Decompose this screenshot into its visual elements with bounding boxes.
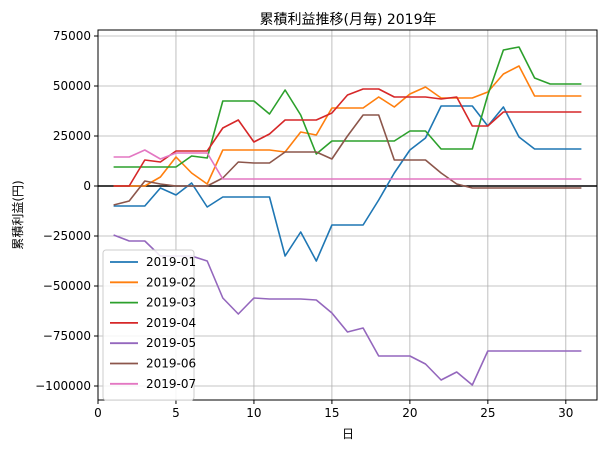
y-tick-label: 25000 (53, 129, 91, 143)
x-tick-label: 15 (324, 406, 339, 420)
legend-entry: 2019-06 (146, 357, 196, 371)
x-tick-label: 5 (172, 406, 180, 420)
y-tick-label: −25000 (43, 229, 91, 243)
x-tick-label: 30 (558, 406, 573, 420)
legend-entry: 2019-04 (146, 316, 196, 330)
legend-entry: 2019-05 (146, 336, 196, 350)
x-axis-ticks: 0 5 10 15 20 25 30 (94, 400, 573, 420)
series-line-2019-04 (113, 88, 582, 187)
legend-entry: 2019-07 (146, 377, 196, 391)
x-tick-label: 0 (94, 406, 102, 420)
y-tick-label: −75000 (43, 329, 91, 343)
y-tick-label: 50000 (53, 79, 91, 93)
chart-title: 累積利益推移(月毎) 2019年 (259, 12, 436, 28)
x-tick-label: 20 (402, 406, 417, 420)
legend: 2019-01 2019-02 2019-03 2019-04 2019-05 2019-… (102, 249, 196, 401)
legend-entry: 2019-03 (146, 296, 196, 310)
y-tick-label: −50000 (43, 279, 91, 293)
x-tick-label: 10 (246, 406, 261, 420)
legend-entry: 2019-02 (146, 275, 196, 289)
legend-entry: 2019-01 (146, 255, 196, 269)
y-tick-label: −100000 (35, 379, 91, 393)
series-line-2019-06 (113, 114, 582, 206)
series-line-2019-01 (113, 105, 582, 262)
y-axis-label: 累積利益(円) (10, 180, 25, 249)
legend-box (102, 249, 195, 401)
series-line-2019-03 (113, 46, 582, 168)
y-axis-ticks: −100000 −75000 −50000 −25000 0 25000 50000 7500… (35, 29, 98, 393)
series-line-2019-02 (113, 65, 582, 187)
plot-frame (97, 29, 598, 401)
x-tick-label: 25 (480, 406, 495, 420)
series-line-2019-07 (113, 149, 582, 180)
y-tick-label: 75000 (53, 29, 91, 43)
x-axis-label: 日 (342, 427, 354, 441)
y-tick-label: 0 (83, 179, 91, 193)
